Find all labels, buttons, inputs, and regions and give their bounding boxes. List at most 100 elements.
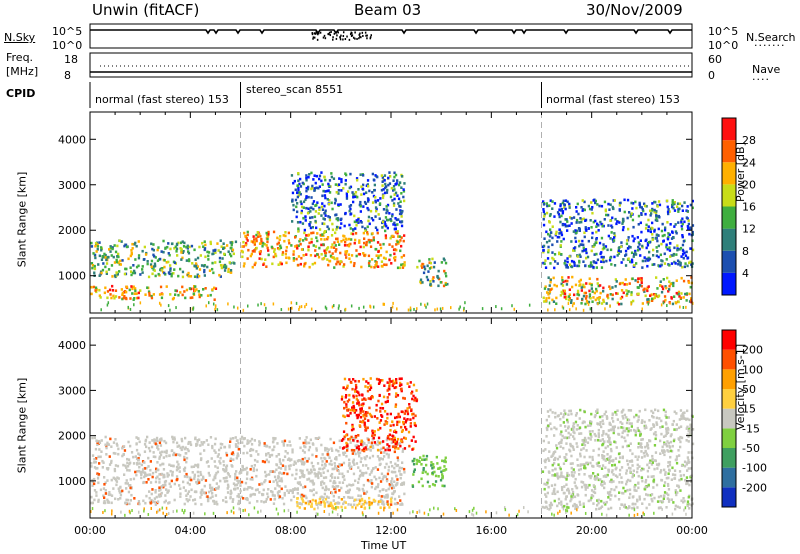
- data-point: [671, 203, 674, 207]
- data-point: [348, 496, 352, 499]
- data-point: [404, 420, 407, 424]
- data-point: [312, 493, 315, 497]
- data-point: [652, 486, 655, 489]
- data-point: [397, 415, 400, 418]
- data-point: [357, 413, 360, 417]
- data-point: [304, 494, 307, 498]
- data-point: [677, 221, 680, 224]
- data-point: [330, 201, 333, 205]
- data-point: [117, 252, 120, 256]
- data-point: [385, 218, 389, 222]
- data-point: [412, 459, 416, 462]
- data-point: [578, 221, 581, 224]
- data-point: [100, 439, 103, 442]
- data-point: [319, 233, 322, 237]
- data-point: [131, 242, 134, 246]
- data-point: [385, 208, 388, 211]
- data-point: [300, 495, 303, 499]
- data-point: [563, 206, 566, 209]
- data-point: [592, 465, 595, 468]
- data-point: [320, 443, 323, 447]
- data-point: [109, 493, 112, 497]
- data-point: [196, 273, 199, 277]
- data-point: [685, 209, 688, 212]
- data-point: [290, 301, 293, 305]
- nsky-dip-mark: [344, 38, 347, 41]
- data-point: [160, 303, 162, 307]
- data-point: [495, 305, 497, 309]
- data-point: [114, 295, 118, 298]
- data-point: [104, 253, 107, 257]
- data-point: [237, 493, 240, 496]
- data-point: [395, 392, 398, 395]
- data-point: [355, 394, 358, 398]
- data-point: [295, 215, 298, 219]
- data-point: [379, 406, 382, 410]
- data-point: [583, 455, 586, 459]
- data-point: [113, 296, 116, 300]
- data-point: [356, 178, 359, 182]
- data-point: [355, 446, 359, 449]
- data-point: [153, 255, 156, 258]
- data-point: [278, 479, 281, 483]
- data-point: [385, 438, 388, 442]
- data-point: [690, 227, 693, 231]
- data-point: [395, 243, 398, 246]
- data-point: [299, 238, 302, 241]
- data-point: [365, 490, 369, 494]
- data-point: [344, 240, 347, 244]
- data-point: [651, 299, 654, 302]
- data-point: [583, 200, 586, 204]
- data-point: [570, 301, 573, 304]
- data-point: [273, 498, 276, 501]
- data-point: [253, 439, 256, 442]
- data-point: [114, 497, 117, 501]
- data-point: [637, 277, 640, 280]
- data-point: [648, 439, 651, 442]
- data-point: [283, 239, 286, 243]
- data-point: [343, 451, 347, 454]
- data-point: [439, 281, 442, 284]
- data-point: [365, 413, 368, 416]
- data-point: [213, 449, 216, 452]
- data-point: [552, 451, 555, 455]
- data-point: [305, 234, 308, 237]
- data-point: [297, 188, 300, 192]
- data-point: [191, 296, 194, 299]
- data-point: [130, 251, 133, 255]
- data-point: [243, 437, 246, 440]
- data-point: [229, 459, 232, 462]
- data-point: [562, 475, 565, 479]
- data-point: [610, 224, 613, 228]
- data-point: [637, 455, 640, 459]
- data-point: [101, 459, 104, 463]
- data-point: [224, 496, 227, 499]
- data-point: [310, 461, 313, 465]
- data-point: [314, 437, 318, 440]
- data-point: [343, 224, 346, 228]
- data-point: [648, 461, 651, 464]
- data-point: [225, 476, 228, 479]
- data-point: [567, 413, 570, 416]
- data-point: [683, 201, 686, 204]
- data-point: [262, 488, 265, 492]
- data-point: [558, 232, 561, 235]
- data-point: [382, 208, 386, 211]
- data-point: [391, 492, 395, 496]
- data-point: [676, 259, 680, 263]
- data-point: [143, 450, 147, 453]
- data-point: [249, 439, 252, 443]
- data-point: [691, 415, 694, 418]
- data-point: [398, 420, 401, 424]
- data-point: [226, 487, 229, 490]
- data-point: [115, 274, 118, 277]
- data-point: [357, 218, 360, 221]
- data-point: [632, 239, 635, 243]
- data-point: [688, 261, 691, 265]
- data-point: [570, 428, 574, 431]
- data-point: [92, 285, 96, 289]
- data-point: [121, 259, 124, 262]
- data-point: [609, 203, 612, 206]
- data-point: [547, 308, 549, 312]
- data-point: [443, 269, 446, 273]
